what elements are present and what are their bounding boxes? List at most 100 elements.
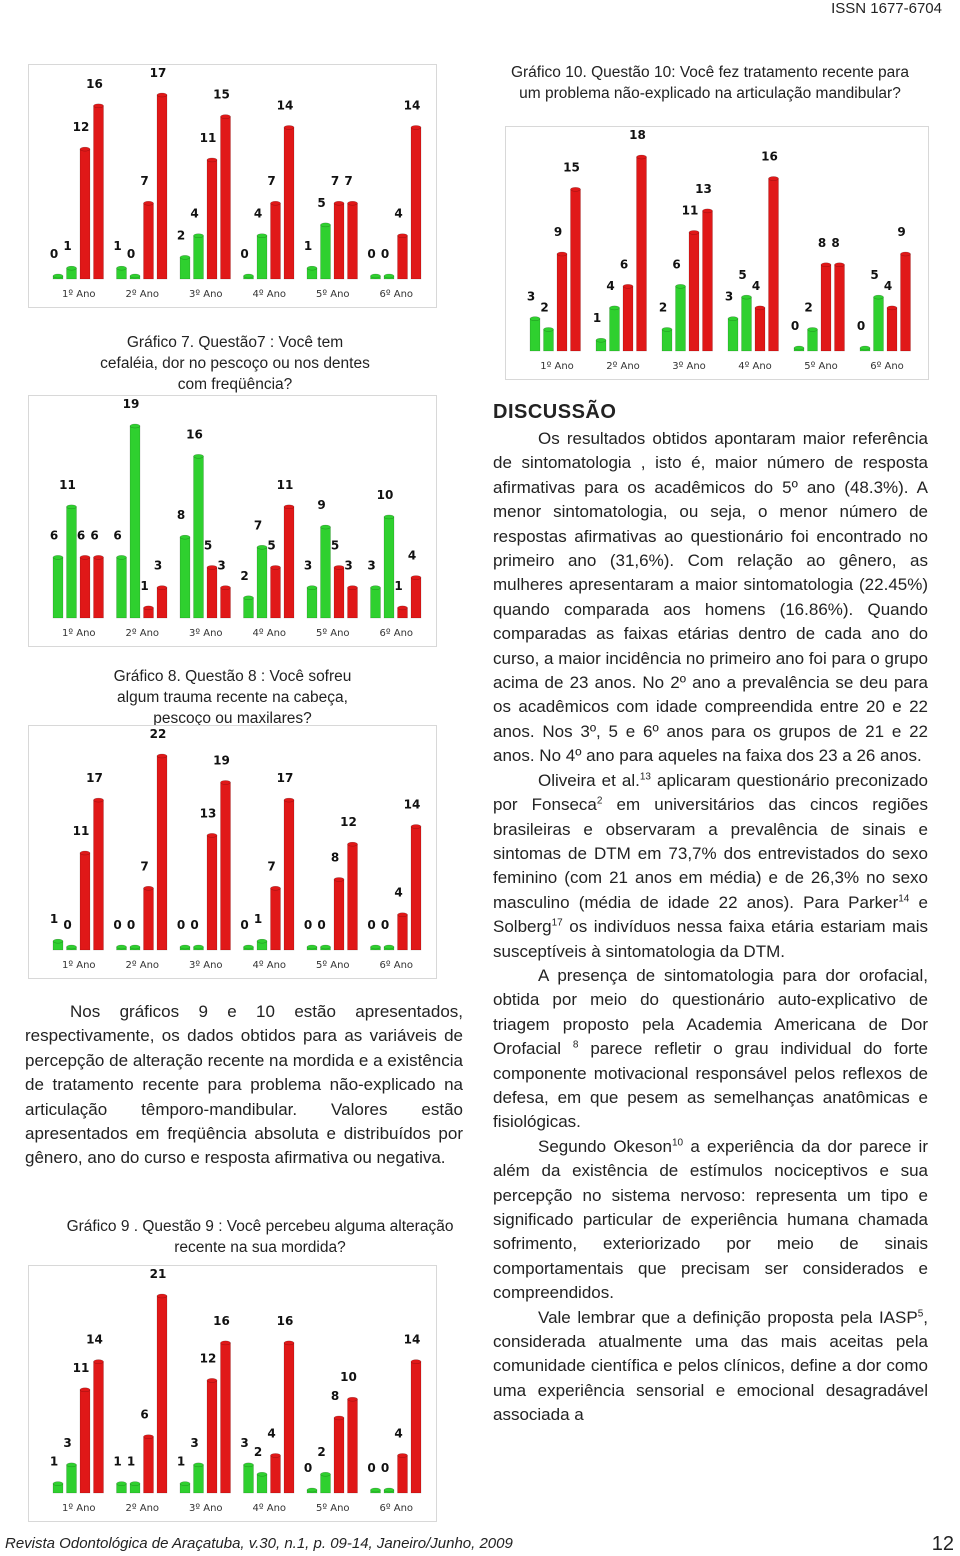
bar-top <box>206 157 218 163</box>
bar <box>270 567 281 619</box>
value-label: 1 <box>593 311 601 325</box>
value-label: 14 <box>277 98 294 112</box>
bar-top <box>333 1415 345 1421</box>
bar-top <box>383 1487 395 1493</box>
chart-box: 1º Ano 1 3 11 14 2º Ano 1 1 6 21 3º Ano 1 3 12 16 4º An… <box>28 1265 437 1522</box>
bar-top <box>383 944 395 950</box>
bar <box>727 318 739 352</box>
bar-top <box>129 273 141 279</box>
value-label: 0 <box>113 918 121 932</box>
value-label: 0 <box>240 918 248 932</box>
bar <box>206 159 218 280</box>
value-label: 11 <box>200 131 217 145</box>
value-label: 1 <box>50 1455 58 1469</box>
bar-top <box>347 585 358 590</box>
bar <box>270 1455 281 1494</box>
bar <box>347 1398 358 1494</box>
bar <box>256 235 268 280</box>
bar <box>206 567 218 619</box>
bar-top <box>156 753 168 759</box>
bar <box>220 587 231 619</box>
bar-top <box>570 187 581 192</box>
bar <box>156 94 168 280</box>
value-label: 2 <box>177 228 185 242</box>
bar-top <box>529 316 541 321</box>
text-run: A presença de sintomatologia para dor or… <box>493 965 928 1059</box>
value-label: 12 <box>73 120 90 134</box>
bar-top <box>397 605 408 611</box>
value-label: 14 <box>404 798 421 812</box>
value-label: 3 <box>63 1436 71 1450</box>
value-label: 11 <box>277 478 294 492</box>
text-run: Vale lembrar que a definição proposta pe… <box>538 1307 918 1327</box>
bar <box>66 1464 77 1494</box>
value-label: 0 <box>317 918 325 932</box>
bar-top <box>179 255 191 260</box>
bar-top <box>116 1481 127 1486</box>
value-label: 3 <box>527 290 535 304</box>
bar-top <box>79 850 91 856</box>
bar-top <box>859 345 871 351</box>
value-label: 0 <box>50 247 58 261</box>
value-label: 8 <box>177 508 185 522</box>
bar-top <box>156 585 168 590</box>
bar <box>556 253 568 352</box>
citation-ref: 2 <box>596 795 603 807</box>
x-tick-label: 2º Ano <box>606 361 640 372</box>
discussion-paragraph: A presença de sintomatologia para dor or… <box>493 964 928 1135</box>
value-label: 4 <box>394 1426 402 1440</box>
x-tick-label: 1º Ano <box>540 361 574 372</box>
text-run: , considerada atualmente uma das mais ac… <box>493 1307 928 1425</box>
bar <box>79 557 91 619</box>
bar <box>543 329 554 352</box>
value-label: 11 <box>73 824 90 838</box>
bar-top <box>129 1481 141 1486</box>
value-label: 4 <box>884 279 892 293</box>
citation-ref: 14 <box>898 893 910 905</box>
x-tick-label: 5º Ano <box>316 628 350 639</box>
bar-top <box>193 944 204 950</box>
bar <box>622 286 634 352</box>
value-label: 4 <box>394 886 402 900</box>
text-run: em universitários das cincos regiões bra… <box>493 795 928 912</box>
bar-top <box>347 200 358 206</box>
bar-top <box>283 797 295 803</box>
x-tick-label: 2º Ano <box>125 628 159 639</box>
bar <box>320 1473 331 1494</box>
bar <box>688 232 700 352</box>
bar-top <box>179 1481 191 1486</box>
value-label: 15 <box>563 160 580 174</box>
x-tick-label: 2º Ano <box>125 960 159 971</box>
bar <box>306 587 318 619</box>
value-label: 10 <box>377 488 394 502</box>
bar <box>143 202 154 280</box>
bar-top <box>383 273 395 279</box>
x-tick-label: 4º Ano <box>252 1503 286 1514</box>
bar-top <box>220 1340 231 1346</box>
bar-top <box>206 833 218 838</box>
bar-top <box>727 316 739 321</box>
bar <box>220 1342 231 1494</box>
discussion-text: Os resultados obtidos apontaram maior re… <box>493 427 928 1512</box>
x-tick-label: 3º Ano <box>189 960 223 971</box>
bar-top <box>52 555 64 560</box>
value-label: 19 <box>213 753 230 767</box>
bar-top <box>220 114 231 119</box>
value-label: 8 <box>818 236 826 250</box>
bar-top <box>270 200 281 206</box>
value-label: 1 <box>304 239 312 253</box>
bar-top <box>688 230 700 235</box>
bar-top <box>156 1293 168 1299</box>
bar-top <box>900 251 911 257</box>
text-run: Os resultados obtidos apontaram maior re… <box>493 429 928 766</box>
bar <box>768 178 779 352</box>
chart-box: 1º Ano 0 1 12 16 2º Ano 1 0 7 17 3º Ano 2 4 11 15 4º An… <box>28 64 437 308</box>
bar-top <box>116 265 127 271</box>
bar <box>156 755 168 951</box>
bar-top <box>556 251 568 257</box>
bar-top <box>333 565 345 570</box>
bar-top <box>93 555 104 560</box>
value-label: 12 <box>200 1351 217 1365</box>
bar-top <box>270 1453 281 1458</box>
